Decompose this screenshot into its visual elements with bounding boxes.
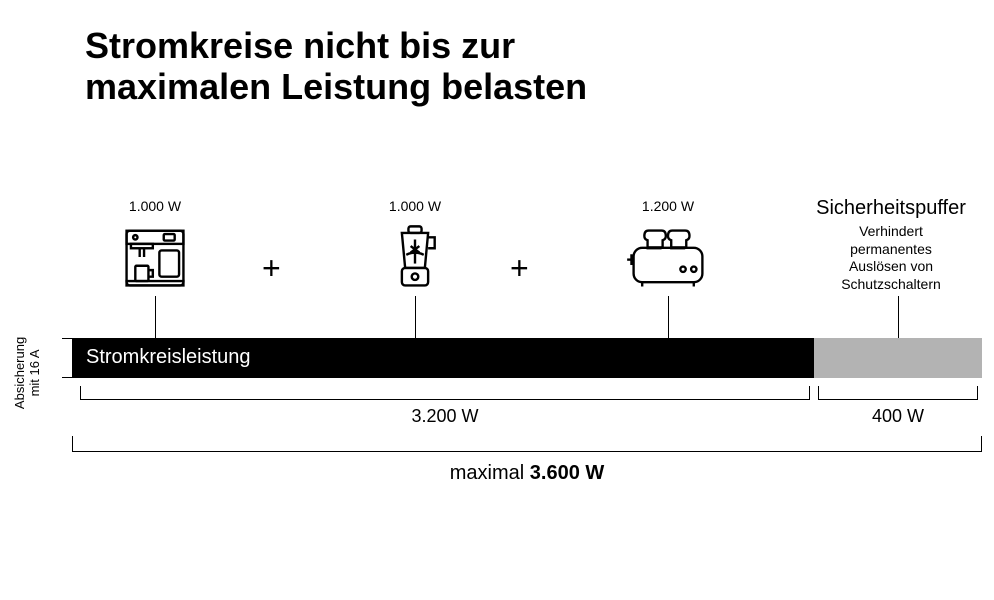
appliance-coffee: 1.000 W — [110, 198, 200, 292]
buffer-label: Sicherheitspuffer Verhindert permanentes… — [800, 196, 982, 293]
bracket-buffer-label: 400 W — [818, 406, 978, 427]
total-label: maximal 3.600 W — [72, 462, 982, 485]
y-axis-label: Absicherung mit 16 A — [13, 313, 43, 433]
bracket-used — [80, 386, 810, 400]
axis-tick — [62, 338, 72, 339]
appliance-blender: 1.000 W — [380, 198, 450, 292]
appliance-wattage: 1.000 W — [110, 198, 200, 214]
blender-icon — [380, 222, 450, 292]
bracket-total — [72, 436, 982, 452]
coffee-machine-icon — [120, 222, 190, 292]
plus-sign: + — [262, 250, 281, 287]
title-line-1: Stromkreise nicht bis zur — [85, 25, 515, 66]
power-bar-used: Stromkreisleistung — [72, 338, 814, 378]
toaster-icon — [625, 222, 711, 292]
bracket-used-label: 3.200 W — [80, 406, 810, 427]
appliance-wattage: 1.200 W — [618, 198, 718, 214]
plus-sign: + — [510, 250, 529, 287]
bracket-buffer — [818, 386, 978, 400]
connector-line — [898, 296, 899, 338]
connector-line — [668, 296, 669, 338]
connector-line — [155, 296, 156, 338]
appliance-toaster: 1.200 W — [618, 198, 718, 292]
title-line-2: maximalen Leistung belasten — [85, 66, 587, 107]
buffer-heading: Sicherheitspuffer — [800, 196, 982, 221]
power-bar-buffer — [814, 338, 982, 378]
page-title: Stromkreise nicht bis zur maximalen Leis… — [85, 25, 587, 108]
axis-tick — [62, 377, 72, 378]
connector-line — [415, 296, 416, 338]
appliance-wattage: 1.000 W — [380, 198, 450, 214]
power-bar: Stromkreisleistung — [72, 338, 982, 378]
power-bar-label: Stromkreisleistung — [86, 346, 251, 369]
